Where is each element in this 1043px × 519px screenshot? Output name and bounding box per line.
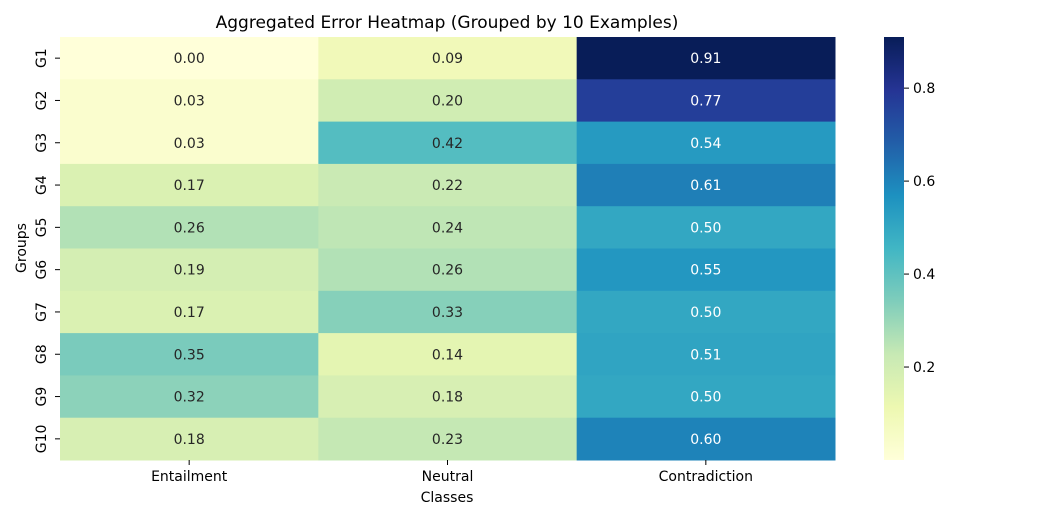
heatmap-cell <box>318 333 578 376</box>
heatmap-cell <box>576 417 836 461</box>
cell-value-label: 0.00 <box>174 51 205 67</box>
heatmap-cell <box>318 248 578 292</box>
y-tick-label: G10 <box>34 425 50 454</box>
cell-value-label: 0.26 <box>174 220 205 236</box>
chart-title: Aggregated Error Heatmap (Grouped by 10 … <box>216 13 679 33</box>
y-tick-label: G5 <box>34 217 50 237</box>
cell-value-label: 0.22 <box>432 178 463 194</box>
x-tick-label: Neutral <box>422 469 474 485</box>
heatmap-cell <box>318 121 578 165</box>
heatmap-cell <box>60 163 319 207</box>
y-tick-label: G9 <box>34 387 50 407</box>
cell-value-label: 0.20 <box>432 93 463 109</box>
colorbar-ticks: 0.2 0.4 0.6 0.8 <box>904 81 935 376</box>
x-tick-label: Entailment <box>151 469 228 485</box>
y-tick-label: G6 <box>34 260 50 280</box>
cell-value-label: 0.33 <box>432 305 463 321</box>
cell-value-label: 0.55 <box>690 263 721 279</box>
heatmap-cell <box>60 79 319 123</box>
cell-value-label: 0.32 <box>174 390 205 406</box>
cell-value-label: 0.42 <box>432 136 463 152</box>
x-tick-label: Contradiction <box>659 469 753 485</box>
heatmap-cells: 0.00 0.09 0.91 0.03 0.20 0.77 0.03 0.42 0.54 0.17… <box>60 37 836 461</box>
x-axis-label: Classes <box>421 490 474 506</box>
cell-value-label: 0.35 <box>174 347 205 363</box>
cell-value-label: 0.61 <box>690 178 721 194</box>
colorbar-tick-label: 0.8 <box>913 81 935 97</box>
y-tick-label: G4 <box>34 175 50 195</box>
heatmap-cell <box>576 375 836 419</box>
cell-value-label: 0.60 <box>690 432 721 448</box>
cell-value-label: 0.17 <box>174 178 205 194</box>
cell-value-label: 0.03 <box>174 136 205 152</box>
heatmap-cell <box>576 248 836 292</box>
cell-value-label: 0.77 <box>690 93 721 109</box>
cell-value-label: 0.17 <box>174 305 205 321</box>
y-tick-label: G7 <box>34 302 50 322</box>
heatmap-cell <box>318 163 578 207</box>
heatmap-cell <box>60 206 319 249</box>
y-axis-ticks: G1 G2 G3 G4 G5 G6 G7 G8 G9 G10 <box>34 48 60 453</box>
heatmap-cell <box>60 375 319 419</box>
heatmap-cell <box>576 290 836 334</box>
cell-value-label: 0.19 <box>174 263 205 279</box>
y-tick-label: G3 <box>34 133 50 153</box>
heatmap-cell <box>60 248 319 292</box>
cell-value-label: 0.50 <box>690 390 721 406</box>
heatmap-cell <box>318 79 578 123</box>
heatmap-cell <box>576 121 836 165</box>
heatmap-cell <box>60 37 319 80</box>
cell-value-label: 0.09 <box>432 51 463 67</box>
heatmap-cell <box>60 121 319 165</box>
heatmap-cell <box>318 206 578 249</box>
y-axis-label: Groups <box>14 223 30 273</box>
y-tick-label: G2 <box>34 91 50 111</box>
colorbar: 0.2 0.4 0.6 0.8 <box>884 37 935 460</box>
heatmap-cell <box>576 37 836 80</box>
cell-value-label: 0.54 <box>690 136 721 152</box>
cell-value-label: 0.26 <box>432 263 463 279</box>
heatmap-cell <box>60 290 319 334</box>
cell-value-label: 0.18 <box>432 390 463 406</box>
colorbar-tick-label: 0.4 <box>913 267 935 283</box>
heatmap-cell <box>576 333 836 376</box>
heatmap-cell <box>576 206 836 249</box>
cell-value-label: 0.18 <box>174 432 205 448</box>
cell-value-label: 0.91 <box>690 51 721 67</box>
cell-value-label: 0.03 <box>174 93 205 109</box>
colorbar-tick-label: 0.6 <box>913 174 935 190</box>
cell-value-label: 0.50 <box>690 220 721 236</box>
y-tick-label: G8 <box>34 344 50 364</box>
heatmap-cell <box>60 333 319 376</box>
colorbar-gradient <box>884 37 904 460</box>
cell-value-label: 0.50 <box>690 305 721 321</box>
y-tick-label: G1 <box>34 48 50 68</box>
heatmap-cell <box>318 37 578 80</box>
cell-value-label: 0.14 <box>432 347 463 363</box>
heatmap-cell <box>576 79 836 123</box>
heatmap-cell <box>318 417 578 461</box>
cell-value-label: 0.24 <box>432 220 463 236</box>
cell-value-label: 0.23 <box>432 432 463 448</box>
colorbar-tick-label: 0.2 <box>913 360 935 376</box>
heatmap-cell <box>318 375 578 419</box>
cell-value-label: 0.51 <box>690 347 721 363</box>
heatmap-cell <box>576 163 836 207</box>
x-axis-ticks: Entailment Neutral Contradiction <box>151 460 753 485</box>
heatmap-cell <box>318 290 578 334</box>
heatmap-cell <box>60 417 319 461</box>
